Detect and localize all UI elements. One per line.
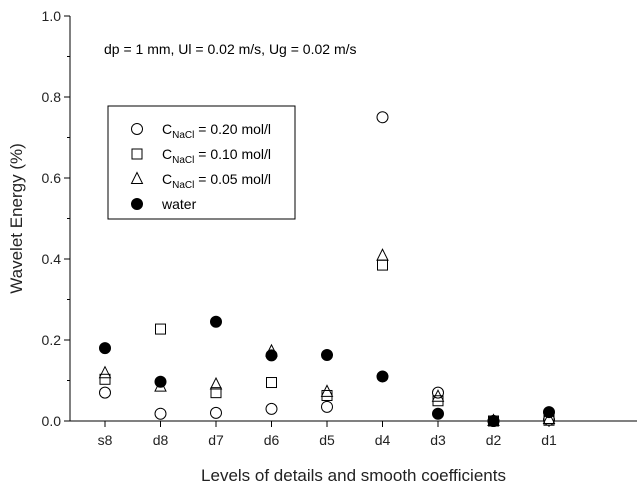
x-tick-label: d1 — [541, 432, 557, 448]
legend-label: CNaCl = 0.20 mol/l — [162, 121, 271, 141]
legend-marker — [131, 123, 143, 135]
data-point — [99, 386, 111, 399]
x-tick-label: d6 — [264, 432, 280, 448]
data-point — [99, 373, 111, 385]
legend-label: CNaCl = 0.10 mol/l — [162, 146, 271, 166]
data-point — [265, 349, 278, 362]
legend-item: CNaCl = 0.05 mol/l — [130, 171, 271, 191]
data-point — [209, 376, 223, 390]
y-tick-label: 1.0 — [42, 8, 62, 24]
data-point — [99, 342, 111, 355]
data-point — [542, 411, 556, 424]
data-point — [376, 248, 389, 261]
data-points — [98, 111, 556, 427]
data-point — [98, 365, 112, 379]
y-tick-label: 0.6 — [42, 170, 62, 186]
data-point — [376, 111, 389, 124]
data-point — [321, 348, 333, 361]
data-point — [155, 323, 166, 335]
data-point — [432, 386, 444, 399]
x-tick-label: d3 — [430, 432, 446, 448]
data-point — [487, 415, 500, 427]
legend-marker — [130, 171, 144, 184]
series-4 — [99, 315, 555, 427]
x-axis-title: Levels of details and smooth coefficient… — [201, 466, 506, 485]
y-tick-label: 0.0 — [42, 413, 62, 429]
y-tick-label: 0.4 — [42, 251, 62, 267]
y-tick-label: 0.2 — [42, 332, 62, 348]
legend-item: CNaCl = 0.10 mol/l — [131, 146, 271, 166]
legend: CNaCl = 0.20 mol/l CNaCl = 0.10 mol/l CNaC… — [107, 105, 296, 220]
legend-label: water — [161, 196, 197, 212]
data-point — [321, 400, 333, 413]
chart-annotation: dp = 1 mm, Ul = 0.02 m/s, Ug = 0.02 m/s — [104, 41, 357, 57]
series-3 — [98, 248, 556, 426]
x-tick-label: d7 — [208, 432, 224, 448]
data-point — [154, 407, 167, 420]
data-point — [210, 387, 222, 399]
data-point — [265, 402, 278, 415]
legend-marker — [131, 148, 143, 160]
legend-item: water — [131, 196, 197, 212]
data-point — [543, 406, 555, 419]
data-point — [266, 377, 277, 389]
data-point — [154, 375, 167, 388]
x-tick-label: d4 — [375, 432, 391, 448]
x-tick-label: s8 — [98, 432, 113, 448]
data-point — [210, 406, 222, 419]
legend-label: CNaCl = 0.05 mol/l — [162, 171, 271, 191]
y-axis-ticks: 0.0 0.2 0.4 0.6 0.8 1.0 — [42, 8, 70, 429]
x-axis-ticks: s8 d8 d7 d6 d5 d4 d3 d2 d1 — [98, 421, 557, 448]
data-point — [432, 407, 444, 420]
legend-marker — [131, 198, 143, 210]
y-axis-title: Wavelet Energy (%) — [7, 143, 26, 294]
x-tick-label: d5 — [319, 432, 335, 448]
x-tick-label: d8 — [153, 432, 169, 448]
x-tick-label: d2 — [486, 432, 502, 448]
data-point — [431, 389, 445, 402]
data-point — [377, 259, 388, 271]
y-tick-label: 0.8 — [42, 89, 62, 105]
data-point — [320, 384, 334, 397]
legend-item: CNaCl = 0.20 mol/l — [131, 121, 271, 141]
data-point — [376, 370, 389, 383]
data-point — [210, 315, 222, 328]
